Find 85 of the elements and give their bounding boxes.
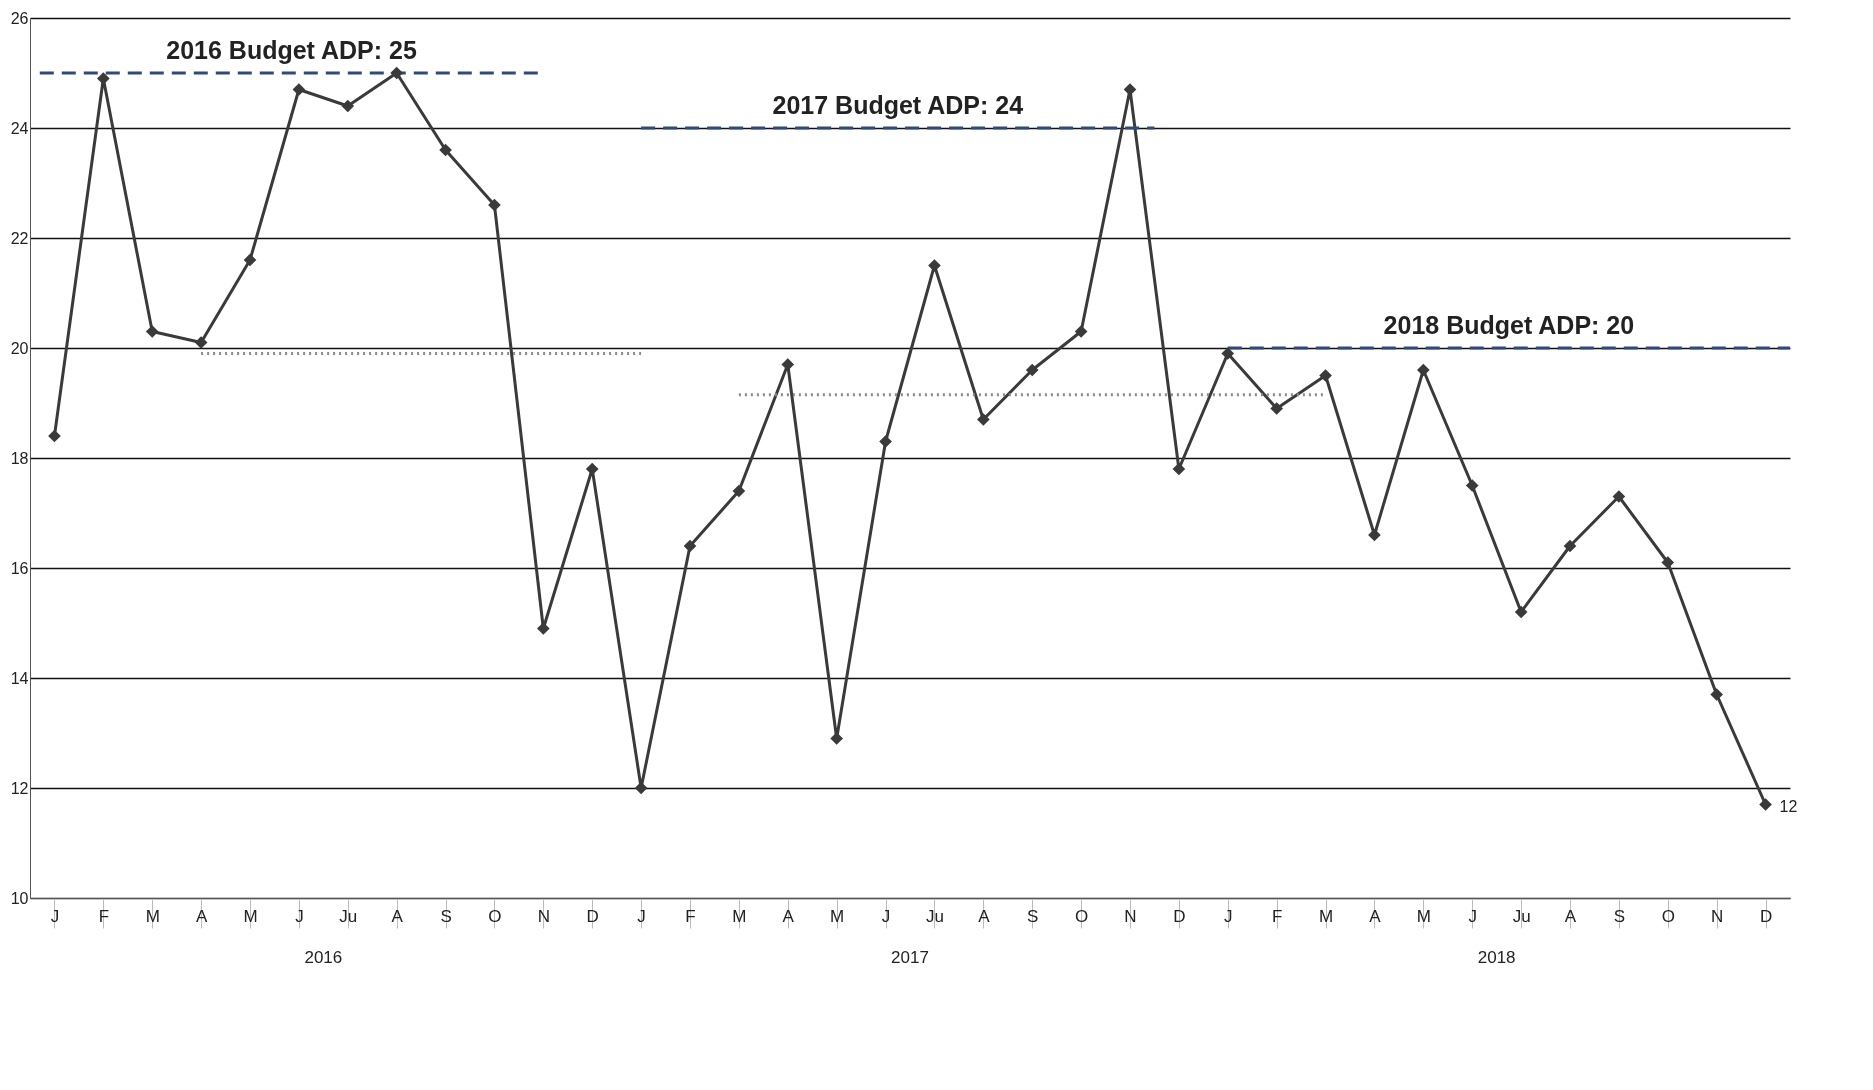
x-tick-label: F: [98, 906, 110, 926]
point: [1221, 347, 1235, 360]
point: [1759, 798, 1772, 811]
ref-line-label: 2017 Budget ADP: 24: [772, 91, 1024, 119]
point: [1319, 369, 1332, 382]
x-tick-label: J: [1224, 906, 1233, 926]
x-tick-label: J: [50, 906, 60, 926]
x-tick-label: Ju: [925, 906, 944, 926]
x-tick-label: S: [1027, 906, 1039, 926]
x-tick-label: J: [1468, 906, 1477, 926]
point: [439, 143, 452, 157]
y-tick-label: 12: [10, 779, 29, 797]
point: [1710, 688, 1723, 701]
x-tick-label: D: [586, 906, 599, 926]
x-tick-label: O: [1661, 906, 1675, 926]
x-tick-label: N: [537, 906, 550, 926]
x-tick-label: D: [1173, 906, 1186, 926]
point: [243, 253, 257, 267]
ref-line-label: 2016 Budget ADP: 25: [166, 36, 417, 64]
x-tick-label: M: [243, 906, 258, 926]
x-tick-label: M: [830, 906, 845, 926]
y-tick-label: 20: [10, 339, 29, 357]
text: 2017: [891, 948, 929, 967]
x-tick-label: O: [488, 906, 502, 926]
ref-line-label: 2018 Budget ADP: 20: [1383, 311, 1635, 339]
point: [390, 66, 403, 80]
x-tick-label: S: [1613, 906, 1626, 926]
y-tick-label: 22: [10, 229, 29, 247]
point: [1514, 605, 1528, 619]
x-tick-label: M: [145, 906, 160, 926]
x-tick-label: A: [978, 906, 991, 926]
x-tick-label: D: [1759, 906, 1773, 926]
x-tick-label: A: [782, 906, 795, 926]
point: [1612, 490, 1626, 503]
point: [634, 781, 648, 795]
x-tick-label: M: [1416, 906, 1431, 926]
x-tick-label: J: [881, 906, 891, 926]
y-tick-label: 16: [10, 559, 29, 577]
point: [1270, 402, 1283, 415]
point: [928, 259, 941, 272]
point: [585, 462, 599, 476]
point: [977, 413, 990, 426]
point: [292, 83, 306, 96]
text: 2016: [304, 948, 343, 967]
point: [48, 429, 61, 443]
point: [1025, 363, 1039, 377]
point: [488, 198, 501, 212]
text: 2018: [1477, 948, 1516, 967]
x-tick-label: A: [1369, 906, 1382, 926]
point: [145, 325, 159, 338]
y-tick-label: 10: [10, 889, 29, 907]
point: [1465, 479, 1479, 492]
point: [879, 435, 892, 448]
y-tick-label: 24: [10, 119, 29, 137]
point: [1661, 556, 1675, 569]
point: [1123, 83, 1137, 96]
x-tick-label: O: [1074, 906, 1089, 926]
x-tick-label: M: [732, 906, 747, 926]
point: [1368, 528, 1381, 542]
point: [1417, 363, 1430, 377]
point: [683, 539, 697, 553]
x-tick-label: J: [295, 906, 304, 926]
x-tick-label: Ju: [1512, 906, 1531, 926]
point: [781, 358, 795, 371]
x-tick-label: Ju: [339, 906, 358, 926]
x-tick-label: A: [1564, 906, 1577, 926]
point: [1563, 539, 1577, 553]
x-tick-label: F: [685, 906, 696, 926]
point: [194, 336, 208, 349]
point: [732, 484, 746, 498]
x-tick-label: A: [195, 906, 208, 926]
y-tick-label: 14: [10, 669, 29, 687]
x-tick-label: N: [1711, 906, 1724, 926]
x-tick-label: A: [391, 906, 404, 926]
data-label: 12: [1779, 797, 1798, 815]
point: [1074, 325, 1088, 338]
x-tick-label: F: [1271, 906, 1283, 926]
point: [341, 99, 355, 113]
x-tick-label: N: [1124, 906, 1137, 926]
y-tick-label: 18: [10, 449, 29, 467]
x-tick-label: M: [1318, 906, 1334, 926]
point: [1172, 462, 1186, 476]
x-tick-label: J: [637, 906, 646, 926]
x-tick-label: S: [440, 906, 452, 926]
y-tick-label: 26: [10, 9, 29, 27]
